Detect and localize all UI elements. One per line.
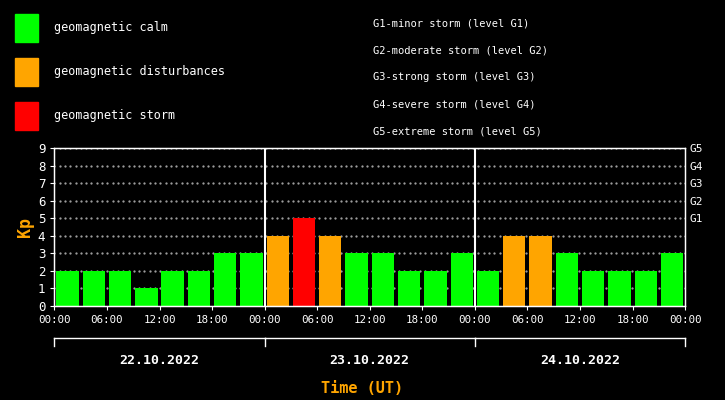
Bar: [555, 253, 578, 306]
Bar: [319, 236, 341, 306]
Bar: [214, 253, 236, 306]
Bar: [529, 236, 552, 306]
Bar: [503, 236, 526, 306]
Bar: [372, 253, 394, 306]
Bar: [135, 288, 157, 306]
Text: G3-strong storm (level G3): G3-strong storm (level G3): [373, 72, 536, 82]
Bar: [267, 236, 289, 306]
Bar: [582, 271, 605, 306]
Bar: [450, 253, 473, 306]
Bar: [83, 271, 105, 306]
Bar: [57, 271, 79, 306]
Text: 24.10.2022: 24.10.2022: [540, 354, 620, 366]
Bar: [634, 271, 657, 306]
Bar: [162, 271, 184, 306]
Text: G2-moderate storm (level G2): G2-moderate storm (level G2): [373, 45, 548, 55]
Bar: [424, 271, 447, 306]
Text: 23.10.2022: 23.10.2022: [330, 354, 410, 366]
Text: 22.10.2022: 22.10.2022: [120, 354, 199, 366]
Bar: [293, 218, 315, 306]
Bar: [109, 271, 131, 306]
Bar: [345, 253, 368, 306]
Text: Time (UT): Time (UT): [321, 381, 404, 396]
Bar: [398, 271, 420, 306]
Text: geomagnetic disturbances: geomagnetic disturbances: [54, 66, 225, 78]
Text: geomagnetic storm: geomagnetic storm: [54, 110, 175, 122]
Y-axis label: Kp: Kp: [16, 217, 33, 237]
Bar: [240, 253, 262, 306]
Text: G1-minor storm (level G1): G1-minor storm (level G1): [373, 18, 530, 28]
Text: G4-severe storm (level G4): G4-severe storm (level G4): [373, 100, 536, 110]
Bar: [660, 253, 683, 306]
Text: G5-extreme storm (level G5): G5-extreme storm (level G5): [373, 127, 542, 137]
Text: geomagnetic calm: geomagnetic calm: [54, 22, 168, 34]
Bar: [477, 271, 500, 306]
Bar: [608, 271, 631, 306]
Bar: [188, 271, 210, 306]
